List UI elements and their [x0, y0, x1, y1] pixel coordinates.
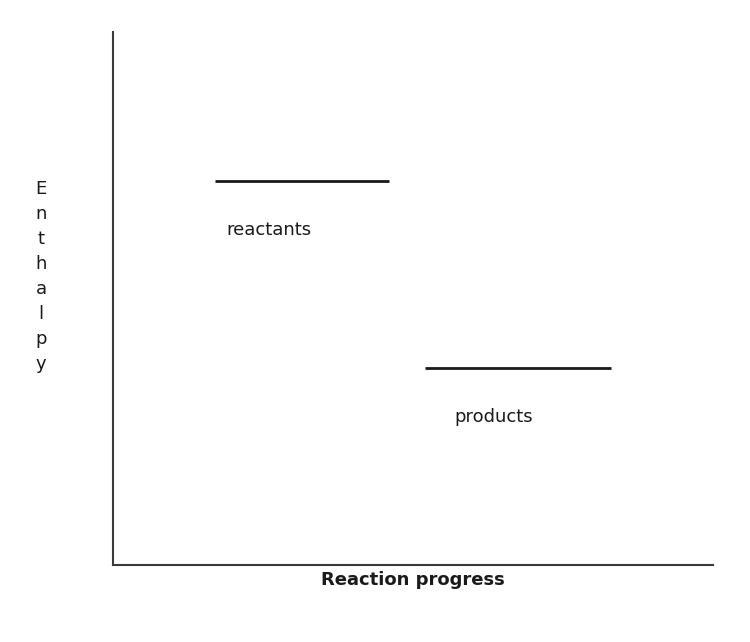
- Text: reactants: reactants: [226, 221, 312, 239]
- Text: products: products: [454, 408, 533, 426]
- Text: E
n
t
h
a
l
p
y: E n t h a l p y: [35, 180, 47, 373]
- X-axis label: Reaction progress: Reaction progress: [321, 571, 504, 589]
